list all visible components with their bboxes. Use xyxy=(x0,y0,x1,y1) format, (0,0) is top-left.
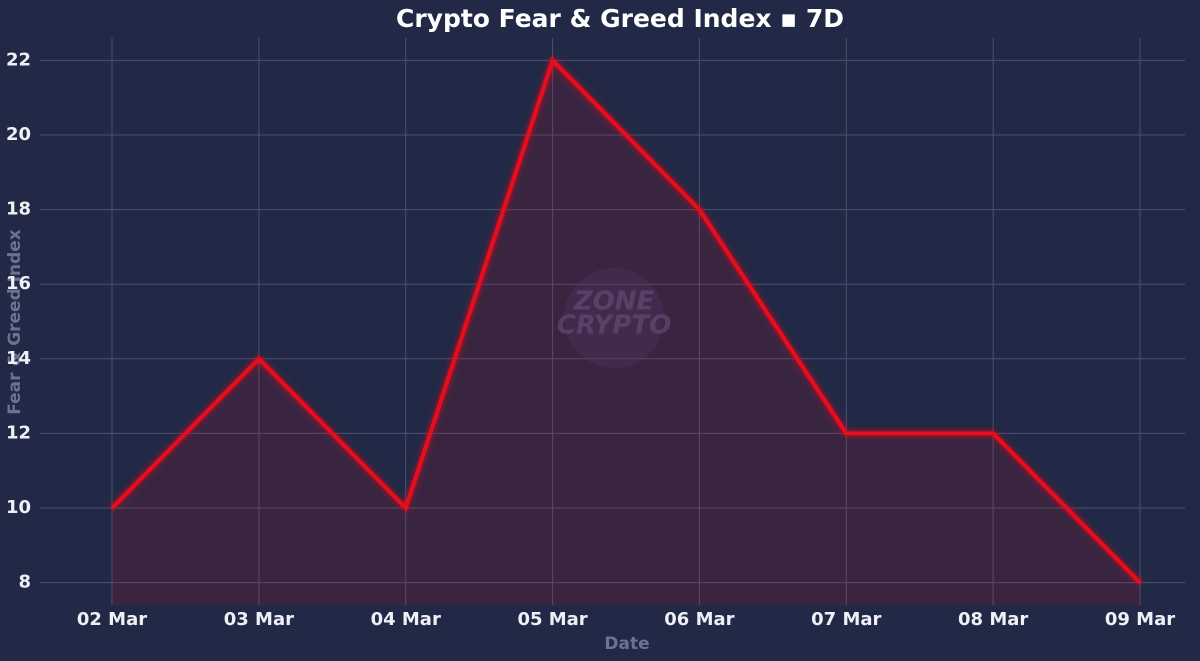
x-tick-label: 08 Mar xyxy=(958,609,1028,630)
chart-title: Crypto Fear & Greed Index ▪ 7D xyxy=(396,4,844,33)
y-axis-label: Fear & Greed Index xyxy=(5,229,25,415)
x-axis-label: Date xyxy=(604,634,649,654)
watermark-text: ZONE xyxy=(573,287,655,317)
y-tick-label: 14 xyxy=(6,348,31,369)
line xyxy=(110,56,1142,585)
y-tick-label: 12 xyxy=(6,422,31,443)
y-tick-label: 8 xyxy=(18,572,31,593)
watermark: ZONE CRYPTO xyxy=(557,268,671,368)
x-tick-label: 09 Mar xyxy=(1105,609,1175,630)
watermark-text: CRYPTO xyxy=(557,311,671,341)
y-tick-label: 20 xyxy=(6,124,31,145)
x-tick-label: 02 Mar xyxy=(77,609,147,630)
x-tick-label: 03 Mar xyxy=(224,609,294,630)
y-tick-label: 22 xyxy=(6,49,31,70)
y-tick-label: 18 xyxy=(6,199,31,220)
area xyxy=(112,60,1140,605)
watermark-badge xyxy=(564,268,664,368)
x-tick-label: 05 Mar xyxy=(517,609,587,630)
x-tick-label: 04 Mar xyxy=(371,609,441,630)
y-tick-label: 10 xyxy=(6,497,31,518)
x-tick-label: 07 Mar xyxy=(811,609,881,630)
y-tick-label: 16 xyxy=(6,273,31,294)
x-tick-label: 06 Mar xyxy=(664,609,734,630)
